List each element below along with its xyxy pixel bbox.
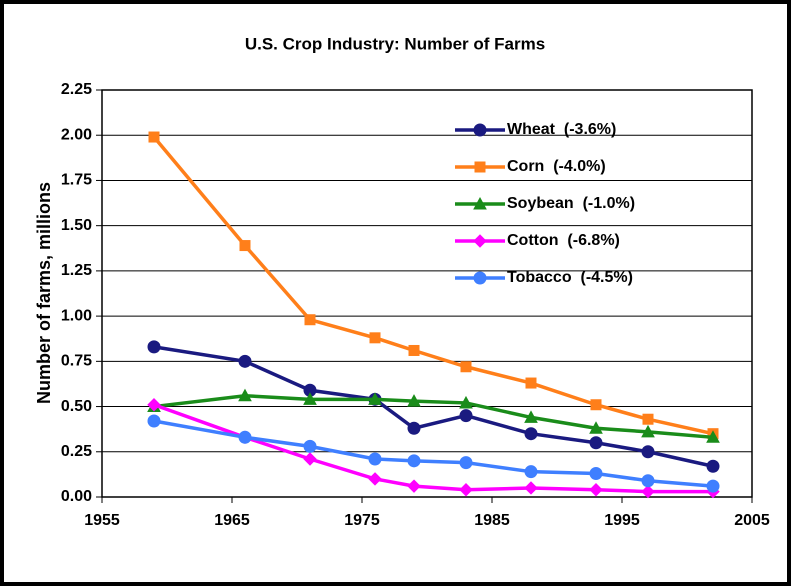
y-tick-label: 1.50 [61, 217, 92, 234]
legend-marker [473, 234, 487, 248]
chart-title: U.S. Crop Industry: Number of Farms [245, 34, 545, 53]
marker [303, 392, 317, 405]
legend-label: Corn (-4.0%) [507, 158, 606, 175]
marker [589, 421, 603, 434]
marker [524, 427, 538, 441]
marker [239, 240, 251, 252]
marker [590, 399, 602, 411]
plot: 0.00 0.25 0.50 0.75 1.00 1.25 1.50 1.75 2.00 2.25… [61, 81, 770, 529]
y-tick-label: 1.25 [61, 262, 92, 279]
marker [459, 409, 473, 423]
marker [459, 483, 473, 497]
marker [407, 479, 421, 493]
marker [368, 452, 382, 466]
y-tick-label: 0.00 [61, 488, 92, 505]
marker [589, 466, 603, 480]
marker [459, 395, 473, 409]
series-line [153, 345, 714, 468]
legend-label: Cotton (-6.8%) [507, 232, 620, 249]
legend-marker [473, 196, 487, 210]
x-tick-label: 2005 [734, 512, 770, 529]
marker [407, 421, 421, 435]
y-tick-label: 1.75 [61, 172, 92, 189]
marker [304, 314, 316, 326]
marker [238, 354, 252, 368]
marker [407, 394, 421, 407]
marker [238, 430, 252, 444]
marker [147, 398, 161, 412]
y-tick-label: 0.25 [61, 443, 92, 460]
marker [525, 377, 537, 389]
x-tick-label: 1995 [604, 512, 640, 529]
legend-label: Wheat (-3.6%) [507, 121, 616, 138]
marker [147, 414, 161, 428]
y-tick-label: 1.00 [61, 307, 92, 324]
marker [368, 392, 382, 405]
marker [641, 424, 655, 438]
legend-label: Soybean (-1.0%) [507, 195, 635, 212]
marker [303, 452, 317, 466]
marker [459, 456, 473, 470]
marker [589, 436, 603, 450]
legend-marker [473, 123, 487, 137]
marker [407, 454, 421, 468]
y-tick-label: 2.00 [61, 126, 92, 143]
marker [641, 484, 655, 499]
series-line [153, 419, 714, 488]
series-line [153, 403, 713, 494]
marker [524, 481, 538, 495]
marker [238, 388, 252, 402]
series-line [153, 393, 714, 440]
x-tick-label: 1955 [84, 512, 120, 529]
marker [706, 430, 720, 443]
marker [706, 459, 720, 473]
plot-border [101, 89, 753, 498]
y-tick-label: 2.25 [61, 81, 92, 98]
marker [369, 332, 381, 344]
marker [706, 479, 720, 493]
marker [524, 410, 538, 423]
y-axis-label: Number of farms, millions [34, 182, 54, 404]
marker [642, 413, 654, 425]
y-tick-label: 0.50 [61, 398, 92, 415]
x-tick-label: 1985 [474, 512, 510, 529]
marker [368, 472, 382, 486]
marker [641, 474, 655, 488]
marker [303, 439, 317, 453]
legend-label: Tobacco (-4.5%) [507, 269, 633, 286]
marker [408, 344, 420, 356]
series-line [152, 135, 714, 436]
y-tick-label: 0.75 [61, 353, 92, 370]
marker [147, 340, 161, 354]
marker [641, 445, 655, 459]
marker [148, 131, 160, 143]
plot-area [102, 90, 752, 497]
x-tick-label: 1975 [344, 512, 380, 529]
x-tick-label: 1965 [214, 512, 250, 529]
marker [524, 465, 538, 479]
legend-marker [474, 161, 486, 173]
marker [460, 361, 472, 373]
legend-marker [473, 271, 487, 285]
marker [589, 483, 603, 497]
